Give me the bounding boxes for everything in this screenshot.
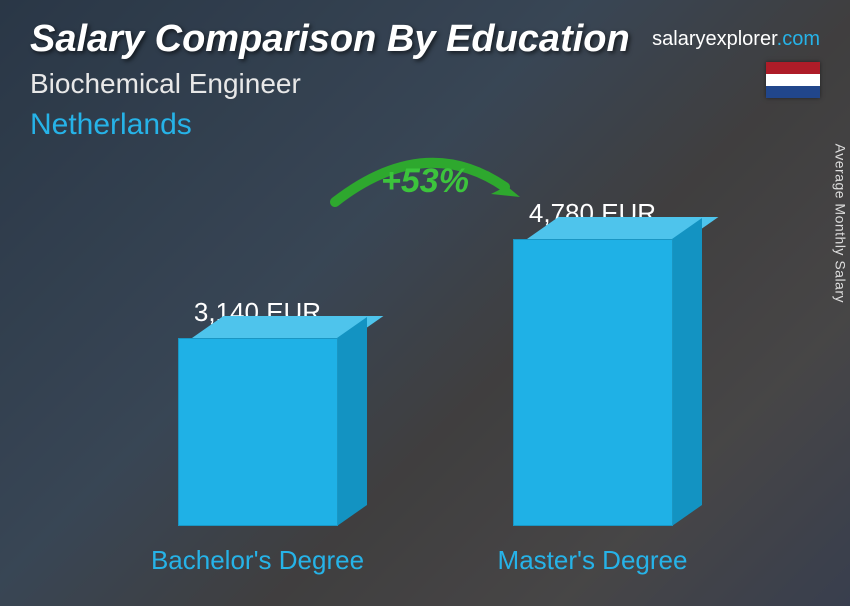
job-title: Biochemical Engineer [30,68,301,100]
y-axis-label: Average Monthly Salary [832,144,848,303]
flag-stripe-bot [766,86,820,98]
flag-icon [766,62,820,98]
attribution: salaryexplorer.com [652,28,820,51]
category-labels: Bachelor's Degree Master's Degree [90,545,760,576]
category-label: Master's Degree [463,545,723,576]
bar-shape [513,239,673,526]
bar: 3,140 EUR [128,297,388,526]
bar: 4,780 EUR [463,198,723,526]
attribution-name: salaryexplorer [652,28,777,50]
attribution-domain: .com [777,28,820,50]
page-title: Salary Comparison By Education [30,18,630,61]
bar-chart: 3,140 EUR 4,780 EUR Bachelor's Degree Mast… [90,160,760,576]
bar-shape [178,338,338,526]
category-label: Bachelor's Degree [128,545,388,576]
flag-stripe-top [766,62,820,74]
bars-container: 3,140 EUR 4,780 EUR [90,186,760,526]
content: Salary Comparison By Education Biochemic… [0,0,850,606]
flag-stripe-mid [766,74,820,86]
country-name: Netherlands [30,108,192,142]
